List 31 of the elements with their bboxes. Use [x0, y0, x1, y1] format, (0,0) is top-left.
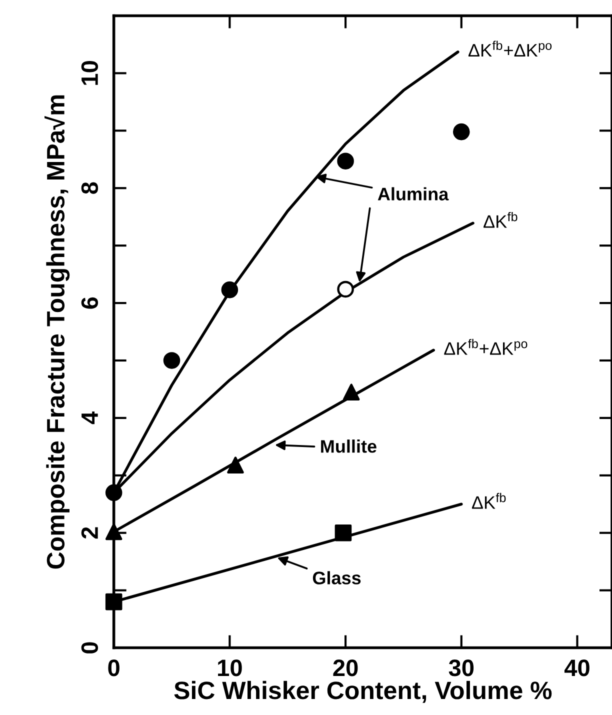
point	[227, 456, 244, 474]
y-tick-label: 0	[81, 642, 98, 654]
x-tick-label: 20	[333, 660, 358, 676]
legend-label: ΔK$^{fb}$+ΔK$^{po}$	[468, 40, 552, 57]
point	[105, 484, 122, 502]
point	[337, 280, 354, 298]
series-label: ΔK$^{fb}$	[484, 212, 518, 228]
point	[453, 123, 470, 140]
x-tick-label: 10	[218, 660, 242, 676]
point	[334, 524, 352, 542]
y-tick-label: 6	[81, 297, 98, 309]
y-tick-label: 8	[81, 182, 98, 194]
annotation: Mullite	[321, 440, 376, 453]
series-label: ΔK$^{fb}$	[472, 492, 506, 509]
y-tick-label: 10	[81, 61, 98, 85]
x-tick-label: 30	[448, 660, 474, 676]
point	[342, 384, 360, 400]
x-tick-label: 0	[108, 660, 120, 676]
y-axis-title: Composite Fracture Toughness, MPa√m	[44, 95, 70, 569]
point	[337, 152, 354, 170]
point	[221, 281, 238, 298]
y-tick-label: 4	[82, 412, 98, 424]
y-tick-label: 2	[81, 527, 98, 539]
x-tick-label: 40	[564, 660, 590, 676]
point	[163, 352, 180, 369]
point	[105, 523, 122, 540]
annotation: Glass	[312, 571, 361, 584]
x-axis-title: SiC Whisker Content, Volume %	[174, 680, 552, 703]
annotation: Alumina	[378, 187, 449, 200]
series-label: ΔK$^{fb}$+ΔK$^{po}$	[444, 338, 528, 355]
point	[105, 593, 122, 610]
